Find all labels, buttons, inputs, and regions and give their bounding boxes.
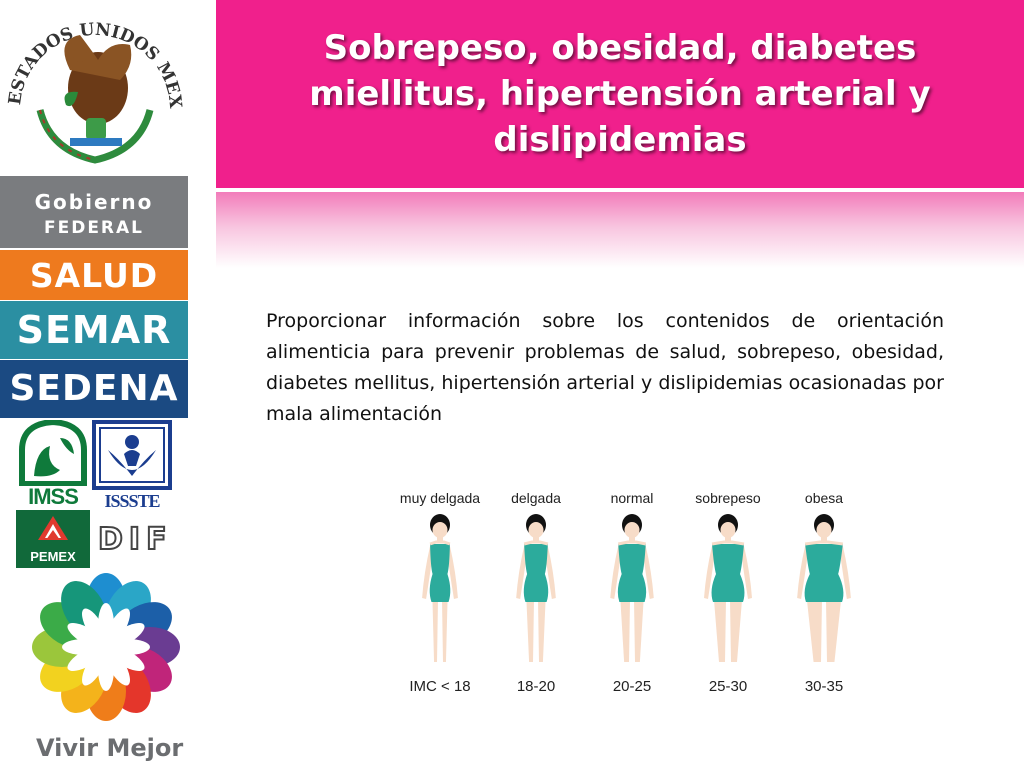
body-silhouette-icon [797, 514, 851, 662]
figure-column-3: normal 20-25 [584, 484, 680, 704]
figure-column-4: sobrepeso 25-30 [680, 484, 776, 704]
imss-label: IMSS [28, 484, 79, 509]
body-type-label: obesa [804, 490, 844, 506]
body-silhouette-icon [610, 514, 654, 662]
gobierno-federal-logo: Gobierno FEDERAL [0, 176, 188, 248]
header-gradient-divider [216, 192, 1024, 268]
intro-paragraph: Proporcionar información sobre los conte… [266, 310, 944, 425]
title-banner: Sobrepeso, obesidad, diabetes miellitus,… [216, 0, 1024, 188]
body-type-label: delgada [511, 490, 561, 506]
body-type-figure: muy delgada IMC < 18 delgada 18-20 normal 20-… [392, 484, 872, 704]
gobierno-label: Gobierno [34, 190, 154, 214]
imc-range-label: 25-30 [708, 678, 748, 695]
dif-logo: DIF [97, 521, 173, 558]
imc-range-label: 20-25 [612, 678, 652, 695]
body-silhouette-icon [704, 514, 752, 662]
pemex-label: PEMEX [30, 549, 76, 564]
mexico-coat-of-arms-icon: ESTADOS UNIDOS MEXICANOS [0, 0, 185, 164]
sedena-logo: SEDENA [0, 360, 188, 418]
salud-logo: SALUD [0, 250, 188, 300]
pemex-logo: PEMEX [16, 510, 90, 568]
imc-range-label: 30-35 [804, 678, 844, 695]
body-silhouette-icon [516, 514, 556, 662]
figure-column-1: muy delgada IMC < 18 [392, 484, 488, 704]
imc-range-label: IMC < 18 [409, 678, 471, 695]
issste-emblem-icon [92, 420, 172, 490]
body-type-label: sobrepeso [695, 490, 761, 506]
imss-emblem-icon [19, 418, 87, 487]
body-type-label: normal [610, 490, 654, 506]
issste-logo: ISSSTE [92, 420, 172, 512]
body-silhouette-icon [422, 514, 458, 662]
figure-column-2: delgada 18-20 [488, 484, 584, 704]
issste-label: ISSSTE [104, 491, 160, 511]
slide-title: Sobrepeso, obesidad, diabetes miellitus,… [309, 28, 931, 160]
sidebar: ESTADOS UNIDOS MEXICANOS Gobierno FEDERA… [0, 0, 215, 768]
imc-range-label: 18-20 [516, 678, 556, 695]
federal-label: FEDERAL [43, 218, 145, 238]
figure-column-5: obesa 30-35 [776, 484, 872, 704]
pemex-emblem-icon [38, 516, 68, 540]
imss-logo: IMSS [16, 418, 90, 509]
vivir-mejor-label: Vivir Mejor [36, 734, 184, 762]
body-type-label: muy delgada [399, 490, 481, 506]
semar-logo: SEMAR [0, 301, 188, 359]
vivir-mejor-flower-icon [32, 573, 180, 721]
